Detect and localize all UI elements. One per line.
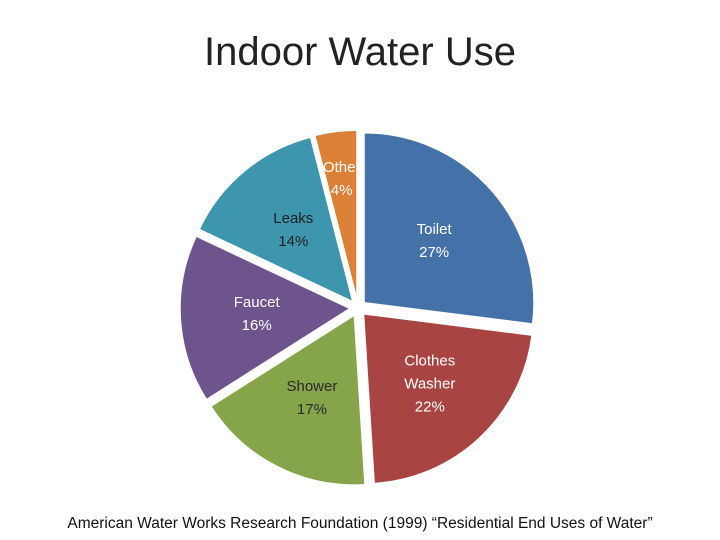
slice-label-faucet: Faucet 16% [234, 291, 280, 337]
pie-slice-toilet [363, 131, 535, 325]
slice-category: Leaks [273, 209, 314, 227]
slice-value: 16% [241, 317, 272, 335]
pie-slice-leaks [198, 136, 355, 304]
slice-category: Clothes Washer [404, 352, 456, 393]
chart-title: Indoor Water Use [204, 30, 516, 74]
slice-label-toilet: Toilet 27% [417, 218, 452, 264]
slice-category: Toilet [416, 220, 452, 238]
slice-label-clothes-washer: Clothes Washer 22% [404, 350, 455, 419]
pie-slice-clothes-washer [362, 312, 533, 485]
slice-value: 27% [419, 243, 450, 261]
slice-value: 22% [414, 398, 445, 416]
pie-slice-shower [209, 313, 366, 486]
pie-slice-other [313, 129, 358, 301]
slice-value: 14% [278, 232, 309, 250]
slice-category: Other [322, 158, 361, 176]
slice-label-other: Other 4% [323, 156, 361, 202]
slice-value: 4% [330, 181, 353, 199]
slice-label-leaks: Leaks 14% [273, 207, 313, 253]
slice-category: Faucet [233, 294, 280, 312]
source-citation: American Water Works Research Foundation… [67, 515, 653, 532]
slice-label-shower: Shower 17% [286, 375, 337, 421]
slice-category: Shower [286, 378, 338, 396]
slice-value: 17% [296, 401, 327, 419]
pie-slice-faucet [179, 235, 352, 401]
